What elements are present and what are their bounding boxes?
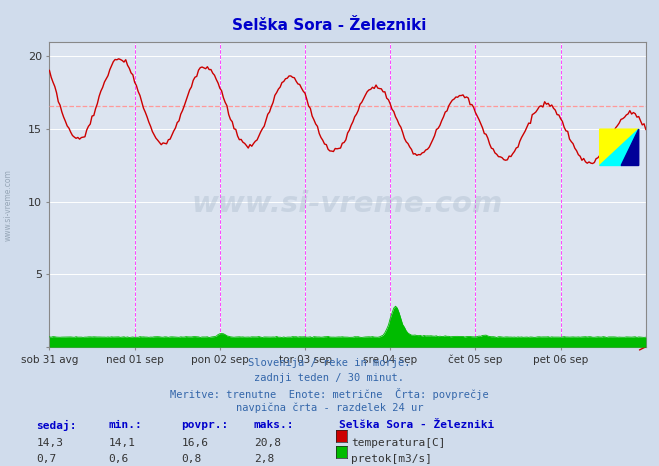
Text: Selška Sora - Železniki: Selška Sora - Železniki <box>233 18 426 33</box>
Text: Meritve: trenutne  Enote: metrične  Črta: povprečje: Meritve: trenutne Enote: metrične Črta: … <box>170 388 489 400</box>
Text: Selška Sora - Železniki: Selška Sora - Železniki <box>339 420 495 430</box>
Text: 14,1: 14,1 <box>109 438 136 448</box>
Text: www.si-vreme.com: www.si-vreme.com <box>3 169 13 241</box>
Text: 0,8: 0,8 <box>181 454 202 464</box>
Text: temperatura[C]: temperatura[C] <box>351 438 445 448</box>
Text: 20,8: 20,8 <box>254 438 281 448</box>
Text: 16,6: 16,6 <box>181 438 208 448</box>
Text: zadnji teden / 30 minut.: zadnji teden / 30 minut. <box>254 373 405 383</box>
Text: maks.:: maks.: <box>254 420 294 430</box>
Polygon shape <box>621 129 639 165</box>
Text: 0,7: 0,7 <box>36 454 57 464</box>
Polygon shape <box>600 129 639 165</box>
Text: 2,8: 2,8 <box>254 454 274 464</box>
Text: www.si-vreme.com: www.si-vreme.com <box>192 190 503 218</box>
Text: 14,3: 14,3 <box>36 438 63 448</box>
Text: 0,6: 0,6 <box>109 454 129 464</box>
Text: sedaj:: sedaj: <box>36 420 76 432</box>
Text: pretok[m3/s]: pretok[m3/s] <box>351 454 432 464</box>
Text: min.:: min.: <box>109 420 142 430</box>
Polygon shape <box>600 129 639 165</box>
Text: povpr.:: povpr.: <box>181 420 229 430</box>
Text: Slovenija / reke in morje.: Slovenija / reke in morje. <box>248 358 411 368</box>
Text: navpična črta - razdelek 24 ur: navpična črta - razdelek 24 ur <box>236 403 423 413</box>
